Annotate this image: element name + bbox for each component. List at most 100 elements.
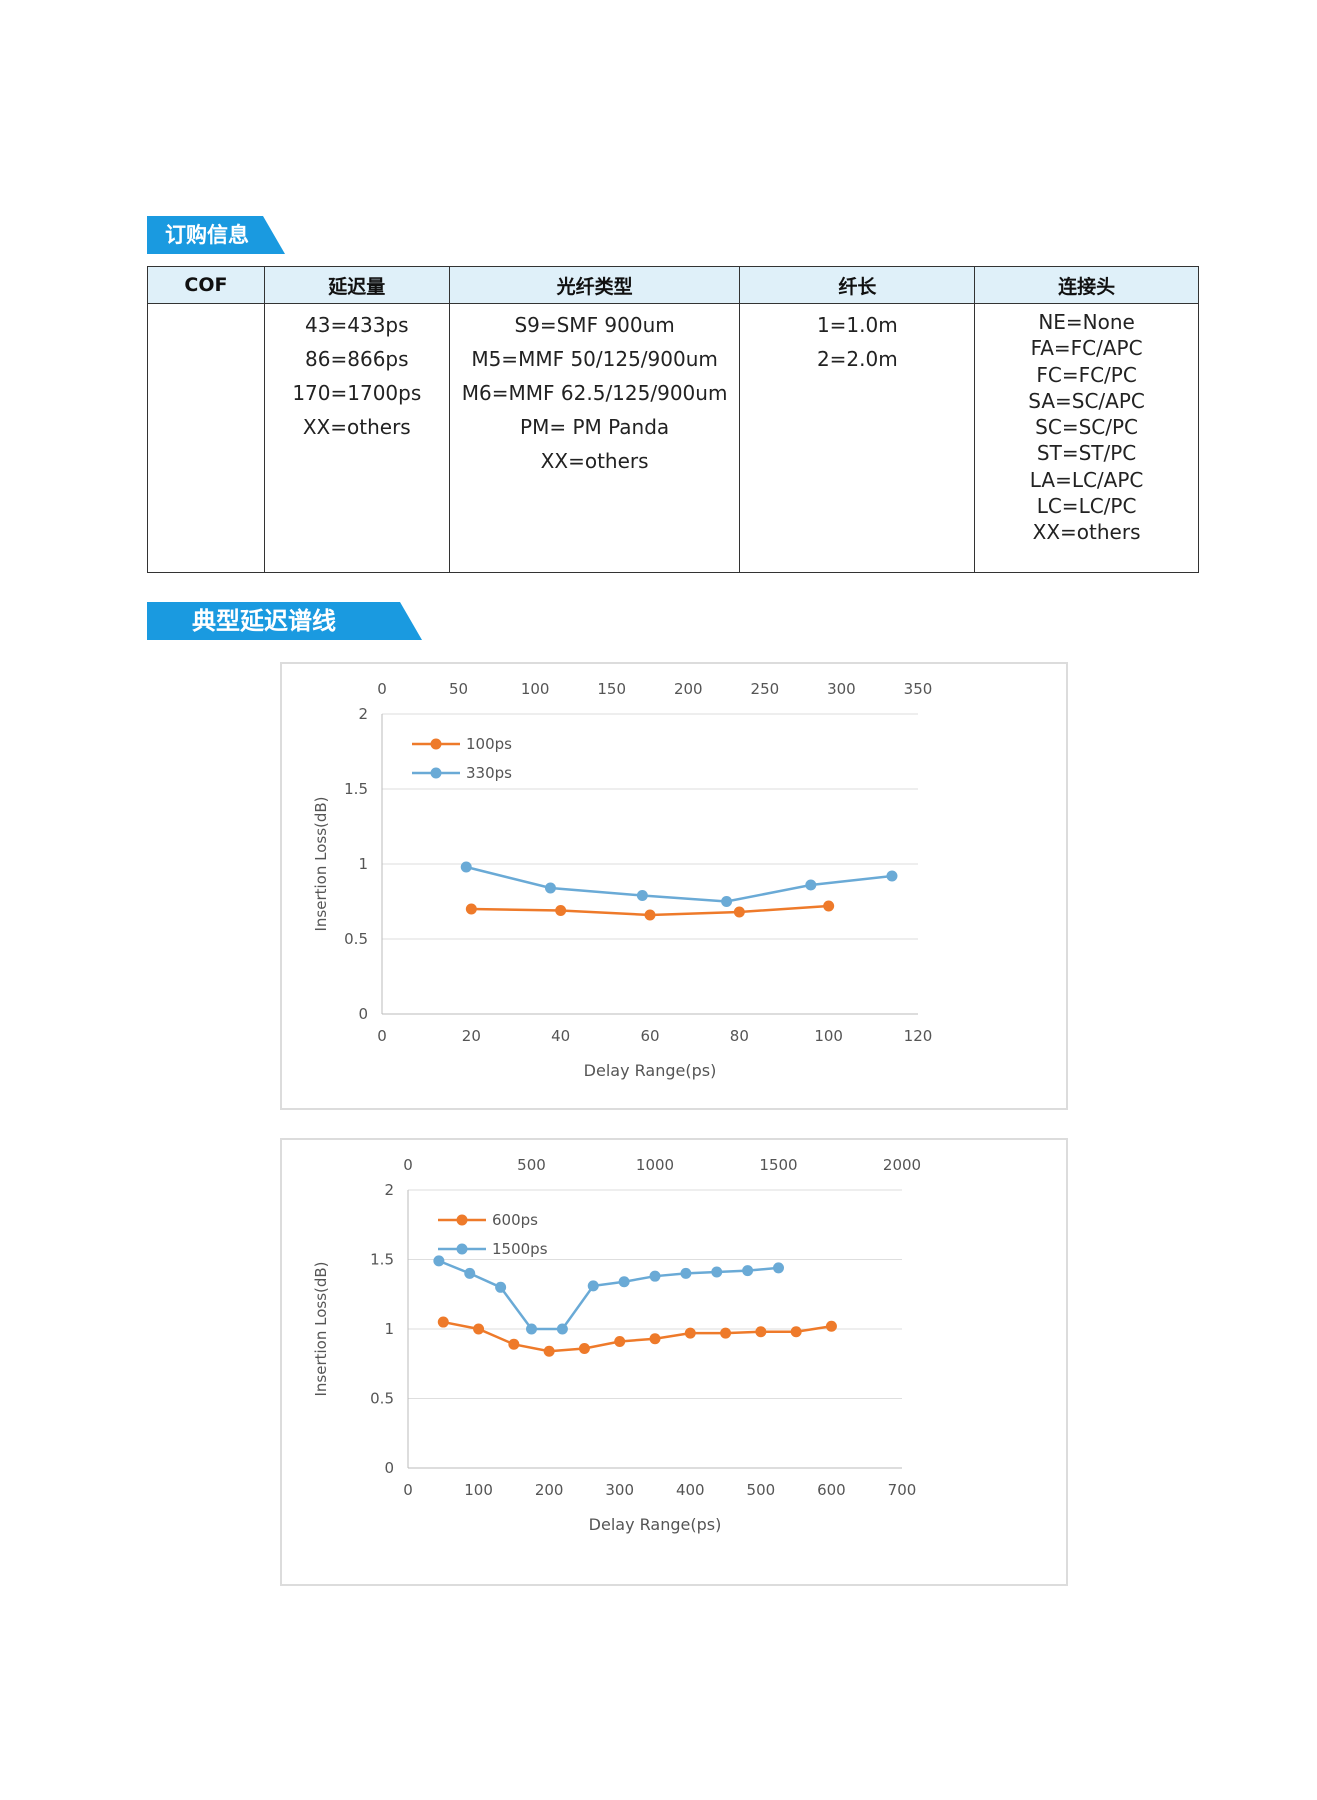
x-tick-label: 300 bbox=[605, 1481, 634, 1499]
x-tick-label: 200 bbox=[535, 1481, 564, 1499]
data-point bbox=[649, 1270, 661, 1282]
x-axis-label: Delay Range(ps) bbox=[589, 1515, 722, 1534]
series-line-1500ps bbox=[438, 1259, 779, 1331]
header-cof: COF bbox=[147, 266, 265, 304]
legend-label: 600ps bbox=[492, 1211, 538, 1229]
x-tick-label: 40 bbox=[551, 1027, 570, 1045]
y-tick-label: 0.5 bbox=[344, 930, 368, 948]
data-point bbox=[680, 1267, 692, 1279]
data-point bbox=[578, 1342, 590, 1354]
data-point bbox=[587, 1280, 599, 1292]
data-point bbox=[433, 1255, 445, 1267]
data-point bbox=[825, 1320, 837, 1332]
data-point bbox=[543, 1345, 555, 1357]
legend-swatch-marker bbox=[456, 1214, 468, 1226]
delay-option: XX=others bbox=[302, 415, 411, 439]
x-tick-label: 400 bbox=[676, 1481, 705, 1499]
series-line-330ps bbox=[465, 865, 893, 903]
data-point bbox=[742, 1265, 754, 1277]
x-tick-label: 100 bbox=[464, 1481, 493, 1499]
y-tick-label: 2 bbox=[358, 705, 368, 723]
connector-option: LC=LC/PC bbox=[1036, 494, 1137, 519]
connector-option: NE=None bbox=[1038, 310, 1135, 334]
data-point bbox=[465, 903, 477, 915]
data-point bbox=[755, 1326, 767, 1338]
ordering-table: COF 延迟量 光纤类型 纤长 连接头 43=433ps 86=866ps 17… bbox=[147, 266, 1199, 573]
x-tick-label: 20 bbox=[462, 1027, 481, 1045]
y-tick-label: 0 bbox=[384, 1459, 394, 1477]
x-tick-label: 80 bbox=[730, 1027, 749, 1045]
data-point bbox=[720, 1327, 732, 1339]
data-point bbox=[614, 1336, 626, 1348]
y-tick-label: 2 bbox=[384, 1181, 394, 1199]
delay-option: 170=1700ps bbox=[292, 381, 422, 405]
series-line-600ps bbox=[443, 1320, 832, 1353]
table-header-row: COF 延迟量 光纤类型 纤长 连接头 bbox=[147, 266, 1199, 304]
connector-option: ST=ST/PC bbox=[1036, 441, 1137, 466]
header-connector: 连接头 bbox=[974, 266, 1199, 304]
data-point bbox=[790, 1326, 802, 1338]
data-point bbox=[473, 1323, 485, 1335]
connector-option: FC=FC/PC bbox=[1036, 362, 1137, 387]
data-point bbox=[823, 900, 835, 912]
x-tick-label: 700 bbox=[888, 1481, 917, 1499]
x-tick-label: 0 bbox=[403, 1481, 413, 1499]
x-tick-label: 500 bbox=[747, 1481, 776, 1499]
x-tick-label: 0 bbox=[377, 1027, 387, 1045]
legend-swatch-marker bbox=[430, 767, 442, 779]
x2-tick-label: 350 bbox=[904, 680, 933, 698]
data-point bbox=[555, 905, 567, 916]
data-point bbox=[495, 1281, 507, 1293]
fiber-cell: S9=SMF 900um M5=MMF 50/125/900um M6=MMF … bbox=[448, 303, 741, 573]
connector-option: FA=FC/APC bbox=[1030, 336, 1143, 361]
data-point bbox=[733, 906, 745, 918]
x2-tick-label: 2000 bbox=[883, 1156, 921, 1174]
data-point bbox=[649, 1333, 661, 1345]
x2-tick-label: 100 bbox=[521, 680, 550, 698]
data-point bbox=[711, 1266, 723, 1278]
delay-cell: 43=433ps 86=866ps 170=1700ps XX=others bbox=[263, 303, 450, 573]
x-tick-label: 100 bbox=[814, 1027, 843, 1045]
x2-tick-label: 200 bbox=[674, 680, 703, 698]
x2-tick-label: 0 bbox=[377, 680, 387, 698]
connector-option: SC=SC/PC bbox=[1035, 415, 1138, 440]
x2-tick-label: 300 bbox=[827, 680, 856, 698]
legend-label: 100ps bbox=[466, 735, 512, 753]
ordering-info-title: 订购信息 bbox=[147, 216, 285, 254]
y-tick-label: 1.5 bbox=[370, 1251, 394, 1269]
table-row: 43=433ps 86=866ps 170=1700ps XX=others S… bbox=[147, 303, 1199, 573]
delay-chart-2: 0 0.5 1 1.5 2 0 100 200 300 400 500 600 700 0 500 1000 1… bbox=[280, 1138, 1068, 1586]
connector-option: SA=SC/APC bbox=[1028, 388, 1145, 413]
y-tick-label: 0 bbox=[358, 1005, 368, 1023]
delay-option: 86=866ps bbox=[305, 347, 409, 371]
y-tick-label: 1.5 bbox=[344, 780, 368, 798]
x2-tick-label: 0 bbox=[403, 1156, 413, 1174]
delay-curves-title: 典型延迟谱线 bbox=[147, 602, 422, 640]
delay-chart-1: 0 0.5 1 1.5 2 0 20 40 60 80 100 120 0 50 100 150 200 250 3… bbox=[280, 662, 1068, 1110]
x-axis-label: Delay Range(ps) bbox=[584, 1061, 717, 1080]
legend-label: 330ps bbox=[466, 764, 512, 782]
data-point bbox=[721, 896, 733, 907]
connector-cell: NE=None FA=FC/APC FC=FC/PC SA=SC/APC SC=… bbox=[974, 303, 1199, 573]
data-point bbox=[526, 1323, 537, 1335]
cof-cell bbox=[147, 303, 265, 573]
y-axis-label: Insertion Loss(dB) bbox=[312, 1261, 330, 1396]
y-axis-label: Insertion Loss(dB) bbox=[312, 796, 330, 931]
fiber-option: M5=MMF 50/125/900um bbox=[471, 347, 718, 371]
data-point bbox=[437, 1316, 449, 1328]
header-length: 纤长 bbox=[739, 266, 976, 304]
x2-tick-label: 250 bbox=[751, 680, 780, 698]
length-option: 1=1.0m bbox=[816, 313, 898, 337]
fiber-option: PM= PM Panda bbox=[520, 415, 670, 439]
legend-swatch-marker bbox=[430, 738, 442, 750]
data-point bbox=[464, 1267, 476, 1279]
data-point bbox=[684, 1327, 696, 1339]
x2-tick-label: 1500 bbox=[759, 1156, 797, 1174]
y-tick-label: 0.5 bbox=[370, 1390, 394, 1408]
data-point bbox=[508, 1338, 520, 1350]
header-delay: 延迟量 bbox=[263, 266, 450, 304]
connector-option: LA=LC/APC bbox=[1029, 467, 1144, 492]
legend-label: 1500ps bbox=[492, 1240, 548, 1258]
